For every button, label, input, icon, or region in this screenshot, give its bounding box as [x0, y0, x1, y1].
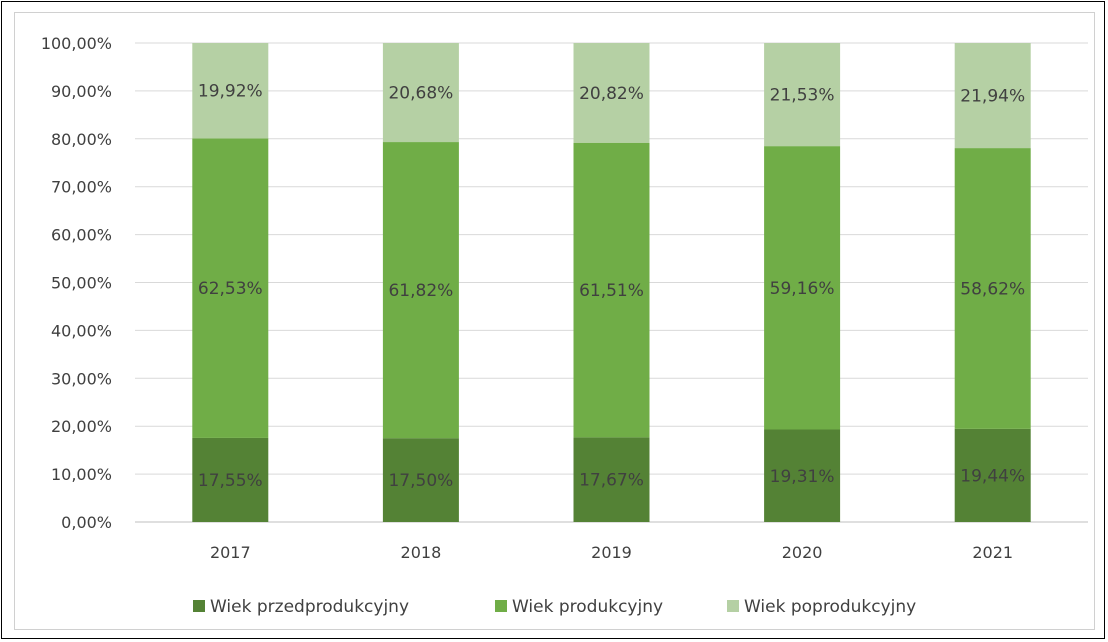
data-label: 21,53%: [770, 86, 835, 106]
bar-segment: [954, 43, 1031, 149]
legend-swatch: [495, 600, 507, 612]
x-tick-label: 2019: [591, 543, 632, 562]
legend-swatch: [193, 600, 205, 612]
bar-segment: [954, 148, 1031, 429]
data-label: 61,51%: [579, 281, 644, 301]
bar-segment: [192, 138, 269, 438]
y-axis-ticks: 0,00% 10,00% 20,00% 30,00% 40,00% 50,00% 60,00…: [41, 34, 112, 532]
bar-segment: [382, 142, 459, 439]
bar-segment: [192, 43, 269, 139]
bar-segment: [382, 43, 459, 143]
data-label: 21,94%: [960, 87, 1025, 107]
data-label: 19,44%: [960, 466, 1025, 486]
legend-label: Wiek poprodukcyjny: [744, 597, 916, 617]
y-tick-label: 90,00%: [51, 82, 112, 101]
x-axis-ticks: 2017 2018 2019 2020 2021: [210, 543, 1013, 562]
x-tick-label: 2018: [401, 543, 442, 562]
data-label: 61,82%: [388, 281, 453, 301]
y-tick-label: 20,00%: [51, 417, 112, 436]
data-label: 20,68%: [388, 84, 453, 104]
data-label: 17,67%: [579, 471, 644, 491]
y-tick-label: 40,00%: [51, 321, 112, 340]
bar-segment: [764, 146, 841, 430]
y-tick-label: 30,00%: [51, 369, 112, 388]
data-label: 58,62%: [960, 279, 1025, 299]
bar-segment: [573, 142, 650, 438]
legend-label: Wiek produkcyjny: [512, 597, 663, 617]
data-label: 17,55%: [198, 471, 263, 491]
bar-segment: [764, 43, 841, 147]
data-label: 17,50%: [388, 471, 453, 491]
data-label: 19,31%: [770, 467, 835, 487]
y-tick-label: 60,00%: [51, 226, 112, 245]
legend-label: Wiek przedprodukcyjny: [210, 597, 409, 617]
bars: [192, 43, 1031, 522]
bar-segment: [192, 437, 269, 522]
y-tick-label: 0,00%: [61, 513, 112, 532]
bar-segment: [573, 43, 650, 143]
x-tick-label: 2021: [972, 543, 1013, 562]
chart-area: [14, 12, 1095, 630]
data-label: 59,16%: [770, 279, 835, 299]
x-tick-label: 2017: [210, 543, 251, 562]
bar-segment: [573, 437, 650, 522]
data-label: 62,53%: [198, 279, 263, 299]
x-tick-label: 2020: [782, 543, 823, 562]
data-label: 20,82%: [579, 84, 644, 104]
y-tick-label: 50,00%: [51, 274, 112, 293]
bar-segment: [954, 428, 1031, 522]
bar-segment: [764, 429, 841, 522]
y-tick-label: 100,00%: [41, 34, 112, 53]
legend-swatch: [727, 600, 739, 612]
data-labels: 17,55% 62,53% 19,92% 17,50% 61,82% 20,68% 17,6…: [198, 82, 1025, 491]
bar-segment: [382, 438, 459, 522]
y-tick-label: 80,00%: [51, 130, 112, 149]
y-tick-label: 10,00%: [51, 465, 112, 484]
legend: Wiek przedprodukcyjny Wiek produkcyjny Wie…: [193, 597, 916, 617]
y-tick-label: 70,00%: [51, 178, 112, 197]
data-label: 19,92%: [198, 82, 263, 102]
